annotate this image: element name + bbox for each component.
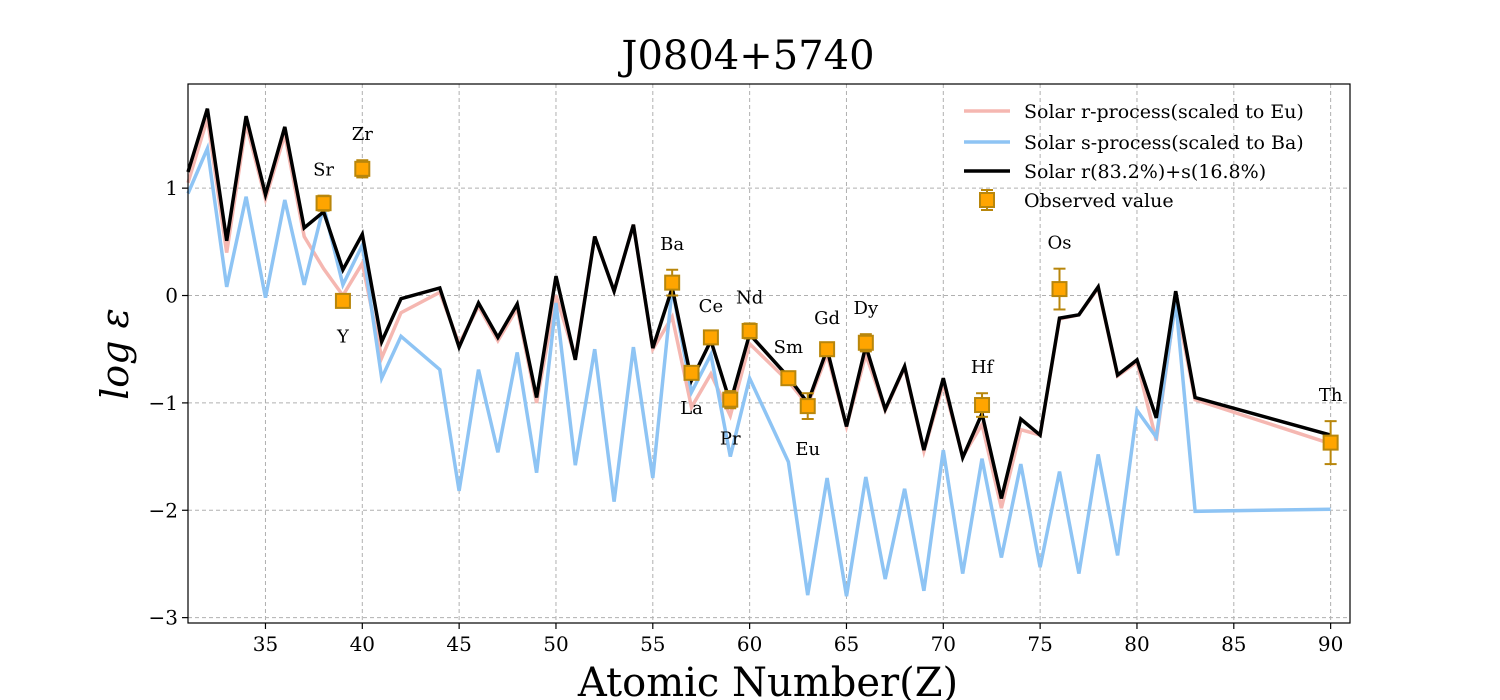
legend-label: Solar r-process(scaled to Eu) — [1024, 101, 1304, 123]
observed-point-nd — [741, 322, 758, 339]
x-tick-label: 40 — [350, 632, 375, 656]
axis-ticks: 35 40 45 50 55 60 65 70 75 80 85 90 1 0 −1 −2 −3 — [149, 176, 1344, 656]
y-tick-label: −2 — [149, 498, 178, 522]
y-tick-label: −3 — [149, 606, 178, 630]
observed-points — [315, 159, 1339, 466]
legend-label: Solar r(83.2%)+s(16.8%) — [1024, 161, 1266, 183]
element-label-pr: Pr — [720, 428, 741, 449]
x-tick-label: 90 — [1318, 632, 1343, 656]
observed-point-ba — [664, 274, 681, 291]
series-lines — [186, 108, 1332, 597]
element-labels: Sr Y Zr Ba La Ce Pr Nd Sm Eu Gd Dy Hf Os Th — [313, 124, 1343, 460]
element-label-dy: Dy — [854, 298, 879, 319]
observed-point-th — [1322, 434, 1339, 451]
element-label-hf: Hf — [971, 357, 995, 378]
observed-point-zr — [354, 160, 371, 177]
element-label-th: Th — [1319, 385, 1343, 406]
element-label-eu: Eu — [795, 439, 820, 460]
x-tick-label: 75 — [1027, 632, 1052, 656]
element-label-gd: Gd — [814, 308, 840, 329]
x-tick-label: 70 — [931, 632, 956, 656]
x-tick-label: 65 — [834, 632, 859, 656]
element-label-sm: Sm — [774, 337, 803, 358]
legend-marker — [979, 192, 995, 208]
y-tick-label: 1 — [165, 176, 178, 200]
legend-label: Solar s-process(scaled to Ba) — [1024, 132, 1304, 154]
y-axis-title: log ε — [93, 308, 137, 400]
observed-point-y — [334, 292, 351, 309]
plot-frame — [187, 83, 1351, 624]
grid-lines — [188, 84, 1350, 623]
observed-point-os — [1051, 281, 1068, 298]
x-tick-label: 55 — [640, 632, 665, 656]
legend-label: Observed value — [1024, 190, 1174, 212]
element-label-y: Y — [336, 326, 350, 347]
observed-point-sm — [780, 370, 797, 387]
x-tick-label: 35 — [253, 632, 278, 656]
series-line-3 — [186, 108, 1332, 499]
x-tick-label: 80 — [1124, 632, 1149, 656]
chart-title: J0804+5740 — [617, 33, 874, 79]
observed-point-dy — [857, 334, 874, 351]
observed-point-hf — [974, 397, 991, 414]
series-line-2 — [186, 141, 1331, 597]
observed-point-gd — [819, 341, 836, 358]
x-tick-label: 50 — [543, 632, 568, 656]
element-label-nd: Nd — [736, 287, 763, 308]
element-label-os: Os — [1048, 233, 1072, 254]
x-tick-label: 45 — [446, 632, 471, 656]
y-tick-label: 0 — [165, 284, 178, 308]
legend: Solar r-process(scaled to Eu) Solar s-pro… — [964, 101, 1304, 212]
y-tick-label: −1 — [149, 391, 178, 415]
element-label-sr: Sr — [313, 160, 334, 181]
x-tick-label: 85 — [1221, 632, 1246, 656]
element-label-la: La — [680, 398, 703, 419]
x-axis-title: Atomic Number(Z) — [577, 660, 958, 700]
observed-point-ce — [702, 329, 719, 346]
x-tick-label: 60 — [737, 632, 762, 656]
element-label-zr: Zr — [352, 124, 374, 145]
observed-point-pr — [722, 391, 739, 408]
observed-point-eu — [799, 398, 816, 415]
element-label-ba: Ba — [660, 234, 684, 255]
element-label-ce: Ce — [699, 296, 723, 317]
observed-point-sr — [315, 195, 332, 212]
observed-point-la — [683, 364, 700, 381]
